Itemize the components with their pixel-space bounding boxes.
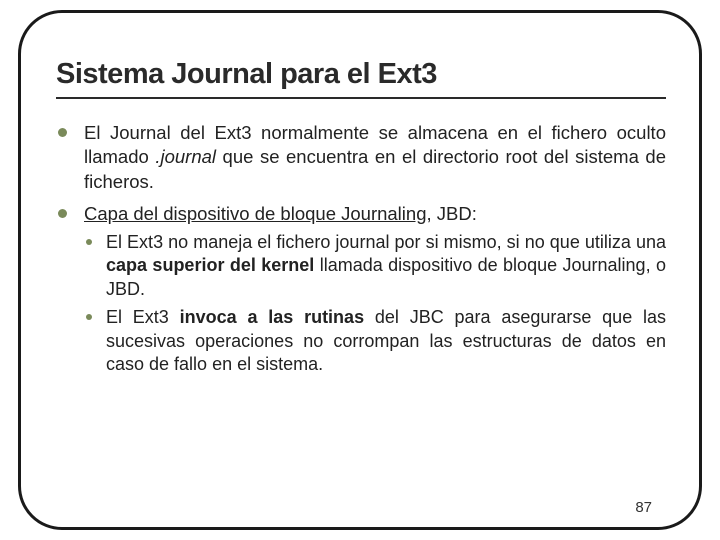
slide-title: Sistema Journal para el Ext3 bbox=[56, 58, 666, 99]
slide-content: Sistema Journal para el Ext3 El Journal … bbox=[56, 58, 666, 385]
sub1-pre: El Ext3 no maneja el fichero journal por… bbox=[106, 232, 666, 252]
sub1-bold: capa superior del kernel bbox=[106, 255, 314, 275]
bullet2-heading: Capa del dispositivo de bloque Journalin… bbox=[84, 203, 427, 224]
sub2-pre: El Ext3 bbox=[106, 307, 180, 327]
sub-bullet-2: El Ext3 invoca a las rutinas del JBC par… bbox=[84, 306, 666, 377]
bullet-list: El Journal del Ext3 normalmente se almac… bbox=[56, 121, 666, 377]
bullet2-heading-tail: , JBD: bbox=[427, 203, 477, 224]
sub-bullet-1: El Ext3 no maneja el fichero journal por… bbox=[84, 231, 666, 302]
bullet-item-1: El Journal del Ext3 normalmente se almac… bbox=[56, 121, 666, 194]
page-number: 87 bbox=[635, 499, 652, 516]
sub-bullet-list: El Ext3 no maneja el fichero journal por… bbox=[84, 231, 666, 378]
bullet-item-2: Capa del dispositivo de bloque Journalin… bbox=[56, 202, 666, 377]
sub2-bold: invoca a las rutinas bbox=[180, 307, 364, 327]
bullet1-journal-filename: .journal bbox=[155, 146, 216, 167]
